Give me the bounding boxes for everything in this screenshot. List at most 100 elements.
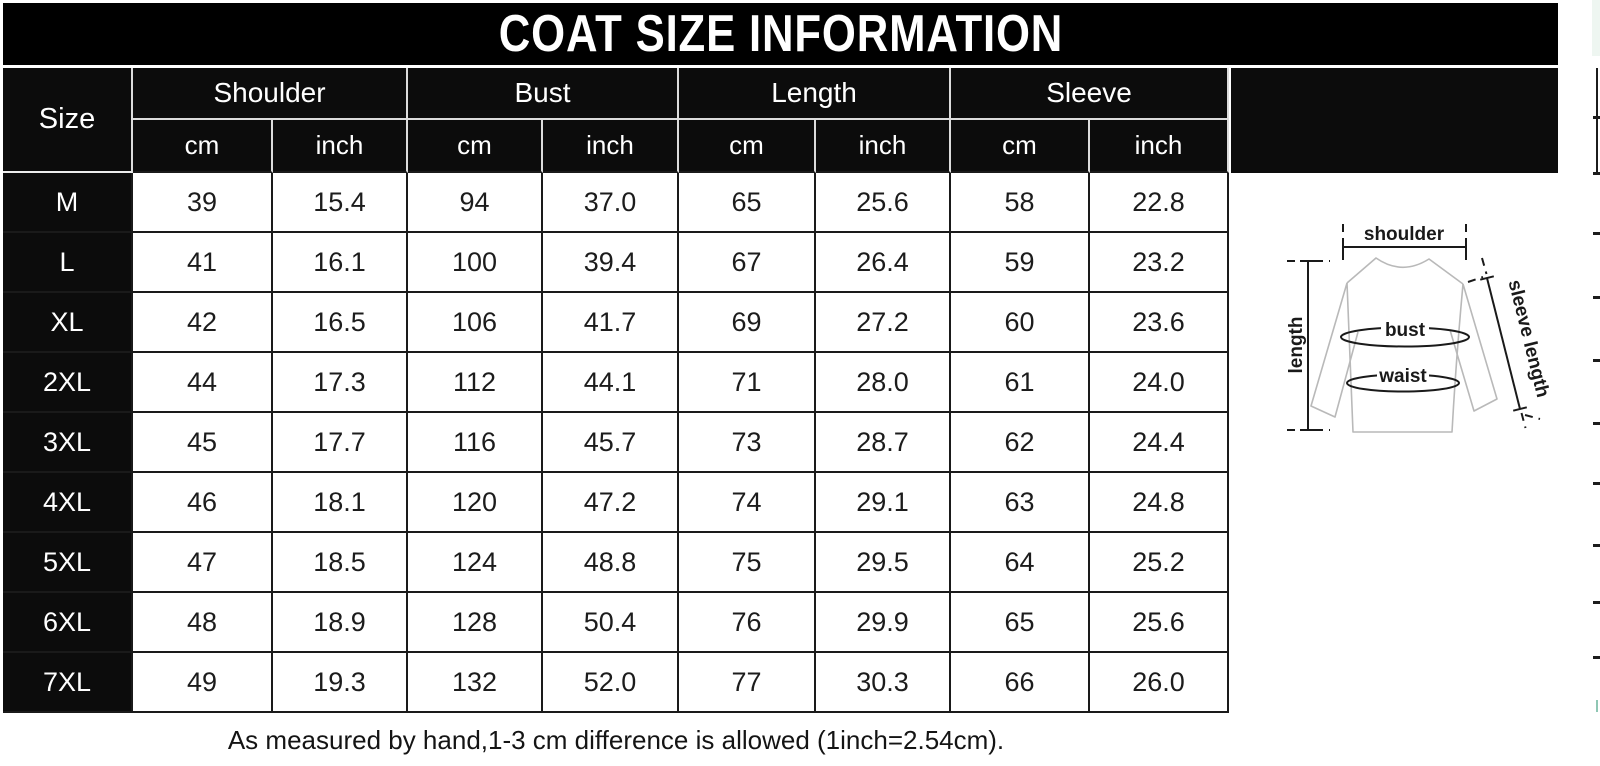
cell-shoulder_inch: 16.1: [273, 233, 408, 293]
cell-sleeve_inch: 26.0: [1090, 653, 1230, 713]
column-header-bust-inch: inch: [543, 120, 679, 173]
column-group-length: Length: [679, 68, 952, 120]
cell-length_inch: 29.1: [816, 473, 952, 533]
cell-length_cm: 76: [679, 593, 816, 653]
cell-length_cm: 67: [679, 233, 816, 293]
table-row: 5XL 47 18.5 124 48.8 75 29.5 64 25.2: [3, 533, 1230, 593]
cell-shoulder_inch: 15.4: [273, 173, 408, 233]
edge-tick: [1596, 700, 1598, 712]
cell-bust_cm: 120: [408, 473, 543, 533]
table-row: XL 42 16.5 106 41.7 69 27.2 60 23.6: [3, 293, 1230, 353]
length-measure: length: [1286, 260, 1330, 431]
cell-shoulder_cm: 44: [133, 353, 273, 413]
cell-shoulder_cm: 45: [133, 413, 273, 473]
cell-bust_cm: 116: [408, 413, 543, 473]
table-row: L 41 16.1 100 39.4 67 26.4 59 23.2: [3, 233, 1230, 293]
cell-sleeve_cm: 60: [951, 293, 1091, 353]
cell-shoulder_cm: 48: [133, 593, 273, 653]
cell-shoulder_cm: 47: [133, 533, 273, 593]
header-unit-row: cm inch cm inch cm inch cm inch: [3, 120, 1230, 173]
edge-tick: [1593, 232, 1600, 235]
column-group-bust: Bust: [408, 68, 679, 120]
cell-length_inch: 28.0: [816, 353, 952, 413]
cell-shoulder_cm: 49: [133, 653, 273, 713]
row-header-size: L: [3, 233, 133, 293]
cell-bust_inch: 41.7: [543, 293, 679, 353]
cell-sleeve_cm: 62: [951, 413, 1091, 473]
cell-bust_cm: 94: [408, 173, 543, 233]
cell-shoulder_cm: 46: [133, 473, 273, 533]
cell-bust_inch: 37.0: [543, 173, 679, 233]
bust-measure: bust: [1340, 320, 1470, 348]
cell-length_cm: 71: [679, 353, 816, 413]
column-header-sleeve-inch: inch: [1090, 120, 1230, 173]
shirt-outline: [1310, 257, 1498, 433]
cell-length_cm: 73: [679, 413, 816, 473]
cell-bust_cm: 100: [408, 233, 543, 293]
row-header-size: M: [3, 173, 133, 233]
size-table: Size Shoulder Bust Length Sleeve cm inch…: [3, 68, 1230, 713]
cell-length_cm: 74: [679, 473, 816, 533]
table-row: 3XL 45 17.7 116 45.7 73 28.7 62 24.4: [3, 413, 1230, 473]
cell-sleeve_inch: 24.0: [1090, 353, 1230, 413]
cell-sleeve_inch: 24.8: [1090, 473, 1230, 533]
edge-tick: [1593, 116, 1600, 119]
diagram-label-length: length: [1286, 317, 1307, 374]
cell-bust_inch: 48.8: [543, 533, 679, 593]
size-table-header: Size Shoulder Bust Length Sleeve cm inch…: [3, 68, 1230, 173]
row-header-size: 7XL: [3, 653, 133, 713]
diagram-label-shoulder: shoulder: [1364, 224, 1445, 245]
header-extension-block: [1231, 68, 1558, 173]
cell-shoulder_cm: 41: [133, 233, 273, 293]
cell-shoulder_cm: 42: [133, 293, 273, 353]
cell-length_cm: 65: [679, 173, 816, 233]
cell-bust_inch: 52.0: [543, 653, 679, 713]
cell-shoulder_inch: 18.5: [273, 533, 408, 593]
edge-tick: [1593, 656, 1600, 659]
edge-tick: [1593, 359, 1600, 362]
table-row: 6XL 48 18.9 128 50.4 76 29.9 65 25.6: [3, 593, 1230, 653]
cell-length_cm: 69: [679, 293, 816, 353]
column-header-shoulder-cm: cm: [133, 120, 273, 173]
cell-bust_inch: 50.4: [543, 593, 679, 653]
cell-bust_cm: 132: [408, 653, 543, 713]
shoulder-measure: shoulder: [1342, 224, 1467, 266]
measurement-note: As measured by hand,1-3 cm difference is…: [227, 725, 1005, 755]
row-header-size: 2XL: [3, 353, 133, 413]
cell-sleeve_cm: 64: [951, 533, 1091, 593]
cell-length_cm: 77: [679, 653, 816, 713]
header-group-row: Size Shoulder Bust Length Sleeve: [3, 68, 1230, 173]
edge-tick: [1593, 172, 1600, 175]
cell-bust_inch: 39.4: [543, 233, 679, 293]
cell-shoulder_inch: 16.5: [273, 293, 408, 353]
column-group-shoulder: Shoulder: [133, 68, 408, 120]
column-group-sleeve: Sleeve: [951, 68, 1230, 120]
waist-measure: waist: [1346, 366, 1460, 393]
cell-shoulder_inch: 18.1: [273, 473, 408, 533]
row-header-size: 6XL: [3, 593, 133, 653]
cell-length_inch: 30.3: [816, 653, 952, 713]
column-header-sleeve-cm: cm: [951, 120, 1091, 173]
cell-length_inch: 28.7: [816, 413, 952, 473]
cell-length_inch: 29.9: [816, 593, 952, 653]
cell-shoulder_inch: 18.9: [273, 593, 408, 653]
cell-bust_cm: 124: [408, 533, 543, 593]
cell-bust_inch: 47.2: [543, 473, 679, 533]
cell-bust_cm: 112: [408, 353, 543, 413]
cell-bust_cm: 106: [408, 293, 543, 353]
cell-shoulder_cm: 39: [133, 173, 273, 233]
cell-shoulder_inch: 17.7: [273, 413, 408, 473]
cell-sleeve_inch: 23.6: [1090, 293, 1230, 353]
cell-length_inch: 26.4: [816, 233, 952, 293]
cell-sleeve_inch: 23.2: [1090, 233, 1230, 293]
cell-sleeve_inch: 24.4: [1090, 413, 1230, 473]
column-header-size: Size: [3, 68, 133, 173]
page-title: COAT SIZE INFORMATION: [498, 5, 1063, 63]
table-row: 7XL 49 19.3 132 52.0 77 30.3 66 26.0: [3, 653, 1230, 713]
cell-length_inch: 27.2: [816, 293, 952, 353]
cell-shoulder_inch: 17.3: [273, 353, 408, 413]
cell-length_inch: 29.5: [816, 533, 952, 593]
cell-sleeve_cm: 59: [951, 233, 1091, 293]
edge-tick: [1593, 422, 1600, 425]
